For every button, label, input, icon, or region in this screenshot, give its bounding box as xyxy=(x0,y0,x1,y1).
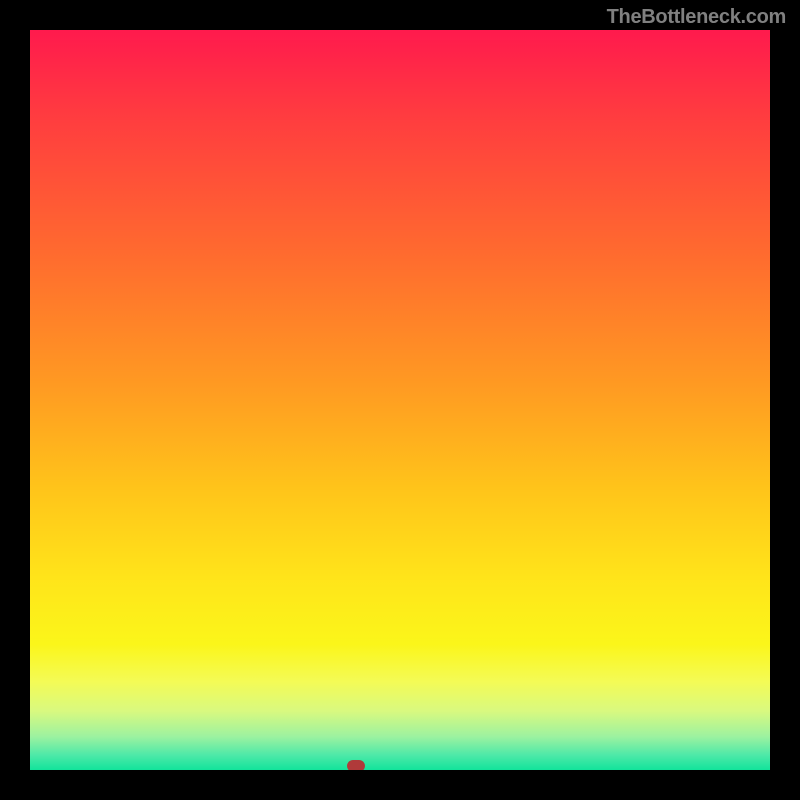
gradient-background xyxy=(30,30,770,770)
minimum-marker xyxy=(347,760,365,770)
watermark-text: TheBottleneck.com xyxy=(607,6,786,29)
plot-area xyxy=(30,30,770,770)
chart-frame: TheBottleneck.com xyxy=(0,0,800,800)
